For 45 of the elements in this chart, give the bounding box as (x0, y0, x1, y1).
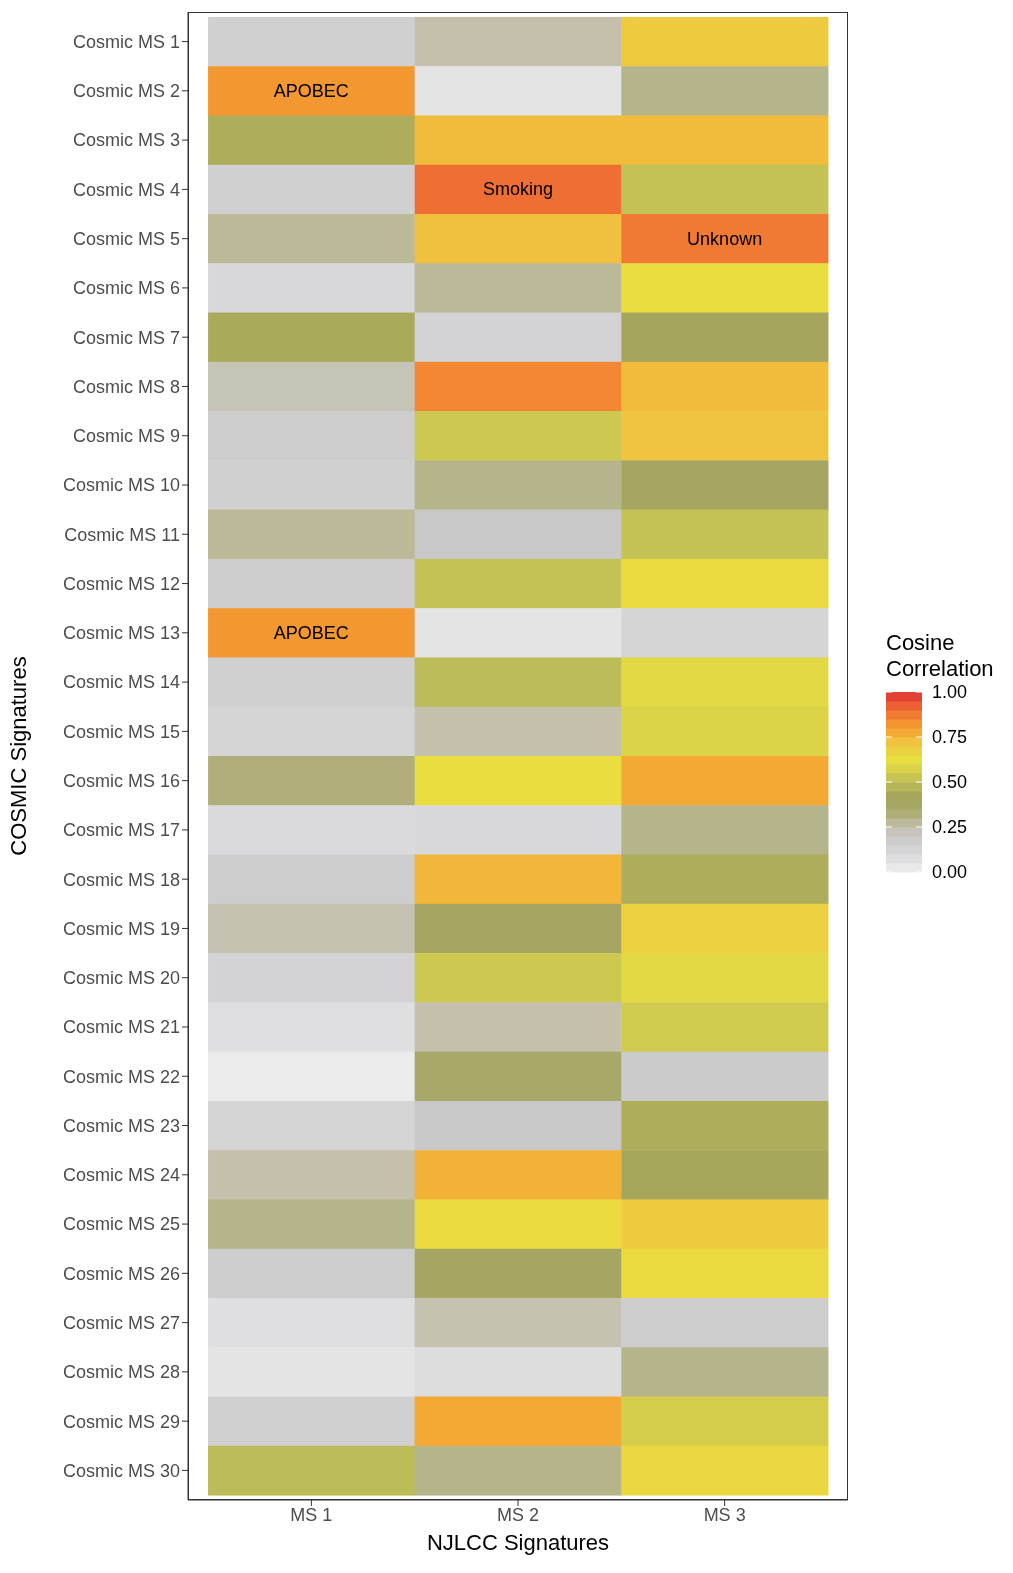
y-tick-label: Cosmic MS 24 (62, 1165, 180, 1186)
y-tick-label: Cosmic MS 2 (72, 81, 180, 102)
y-tick-label: Cosmic MS 5 (72, 229, 180, 250)
y-tick-label: Cosmic MS 13 (62, 623, 180, 644)
y-axis-title: COSMIC Signatures (5, 656, 31, 856)
color-bar-label: 0.00 (932, 862, 968, 882)
y-tick-label: Cosmic MS 14 (62, 672, 180, 693)
y-tick-label: Cosmic MS 20 (62, 968, 180, 989)
x-tick-label: MS 2 (496, 1504, 540, 1525)
y-tick-label: Cosmic MS 22 (62, 1066, 180, 1087)
data-label: Smoking (482, 179, 554, 200)
y-tick-label: Cosmic MS 4 (72, 179, 180, 200)
y-tick-label: Cosmic MS 21 (62, 1017, 180, 1038)
data-label: APOBEC (273, 80, 349, 101)
y-tick-label: Cosmic MS 12 (62, 573, 180, 594)
color-bar-title: Cosine Correlation (886, 630, 995, 682)
y-tick-label: Cosmic MS 30 (62, 1460, 180, 1481)
data-label: Unknown (687, 228, 763, 249)
y-tick-label: Cosmic MS 3 (72, 130, 180, 151)
y-tick-label: Cosmic MS 27 (62, 1313, 180, 1334)
y-tick-label: Cosmic MS 8 (72, 376, 180, 397)
y-tick-label: Cosmic MS 17 (62, 820, 180, 841)
y-tick-label: Cosmic MS 7 (72, 327, 180, 348)
y-tick-label: Cosmic MS 6 (72, 278, 180, 299)
y-tick-label: Cosmic MS 23 (62, 1115, 180, 1136)
y-tick-label: Cosmic MS 25 (62, 1214, 180, 1235)
y-tick-label: Cosmic MS 10 (62, 475, 180, 496)
y-tick-label: Cosmic MS 18 (62, 869, 180, 890)
y-tick-label: Cosmic MS 19 (62, 918, 180, 939)
y-tick-label: Cosmic MS 16 (62, 771, 180, 792)
color-bar-label: 1.00 (932, 682, 968, 702)
x-tick-label: MS 3 (703, 1504, 746, 1525)
x-axis-title: NJLCC Signatures (426, 1530, 610, 1555)
y-tick-label: Cosmic MS 9 (72, 426, 180, 447)
color-bar-label: 0.25 (932, 817, 968, 837)
y-tick-label: Cosmic MS 26 (62, 1263, 180, 1284)
y-tick-label: Cosmic MS 15 (62, 721, 180, 742)
x-tick-label: MS 1 (290, 1504, 333, 1525)
y-tick-label: Cosmic MS 1 (72, 31, 180, 52)
data-label: APOBEC (273, 622, 349, 643)
color-bar-label: 0.75 (932, 727, 968, 747)
color-bar-label: 0.50 (932, 772, 968, 792)
y-tick-label: Cosmic MS 28 (62, 1362, 180, 1383)
y-tick-label: Cosmic MS 29 (62, 1411, 180, 1432)
y-tick-label: Cosmic MS 11 (64, 524, 180, 545)
